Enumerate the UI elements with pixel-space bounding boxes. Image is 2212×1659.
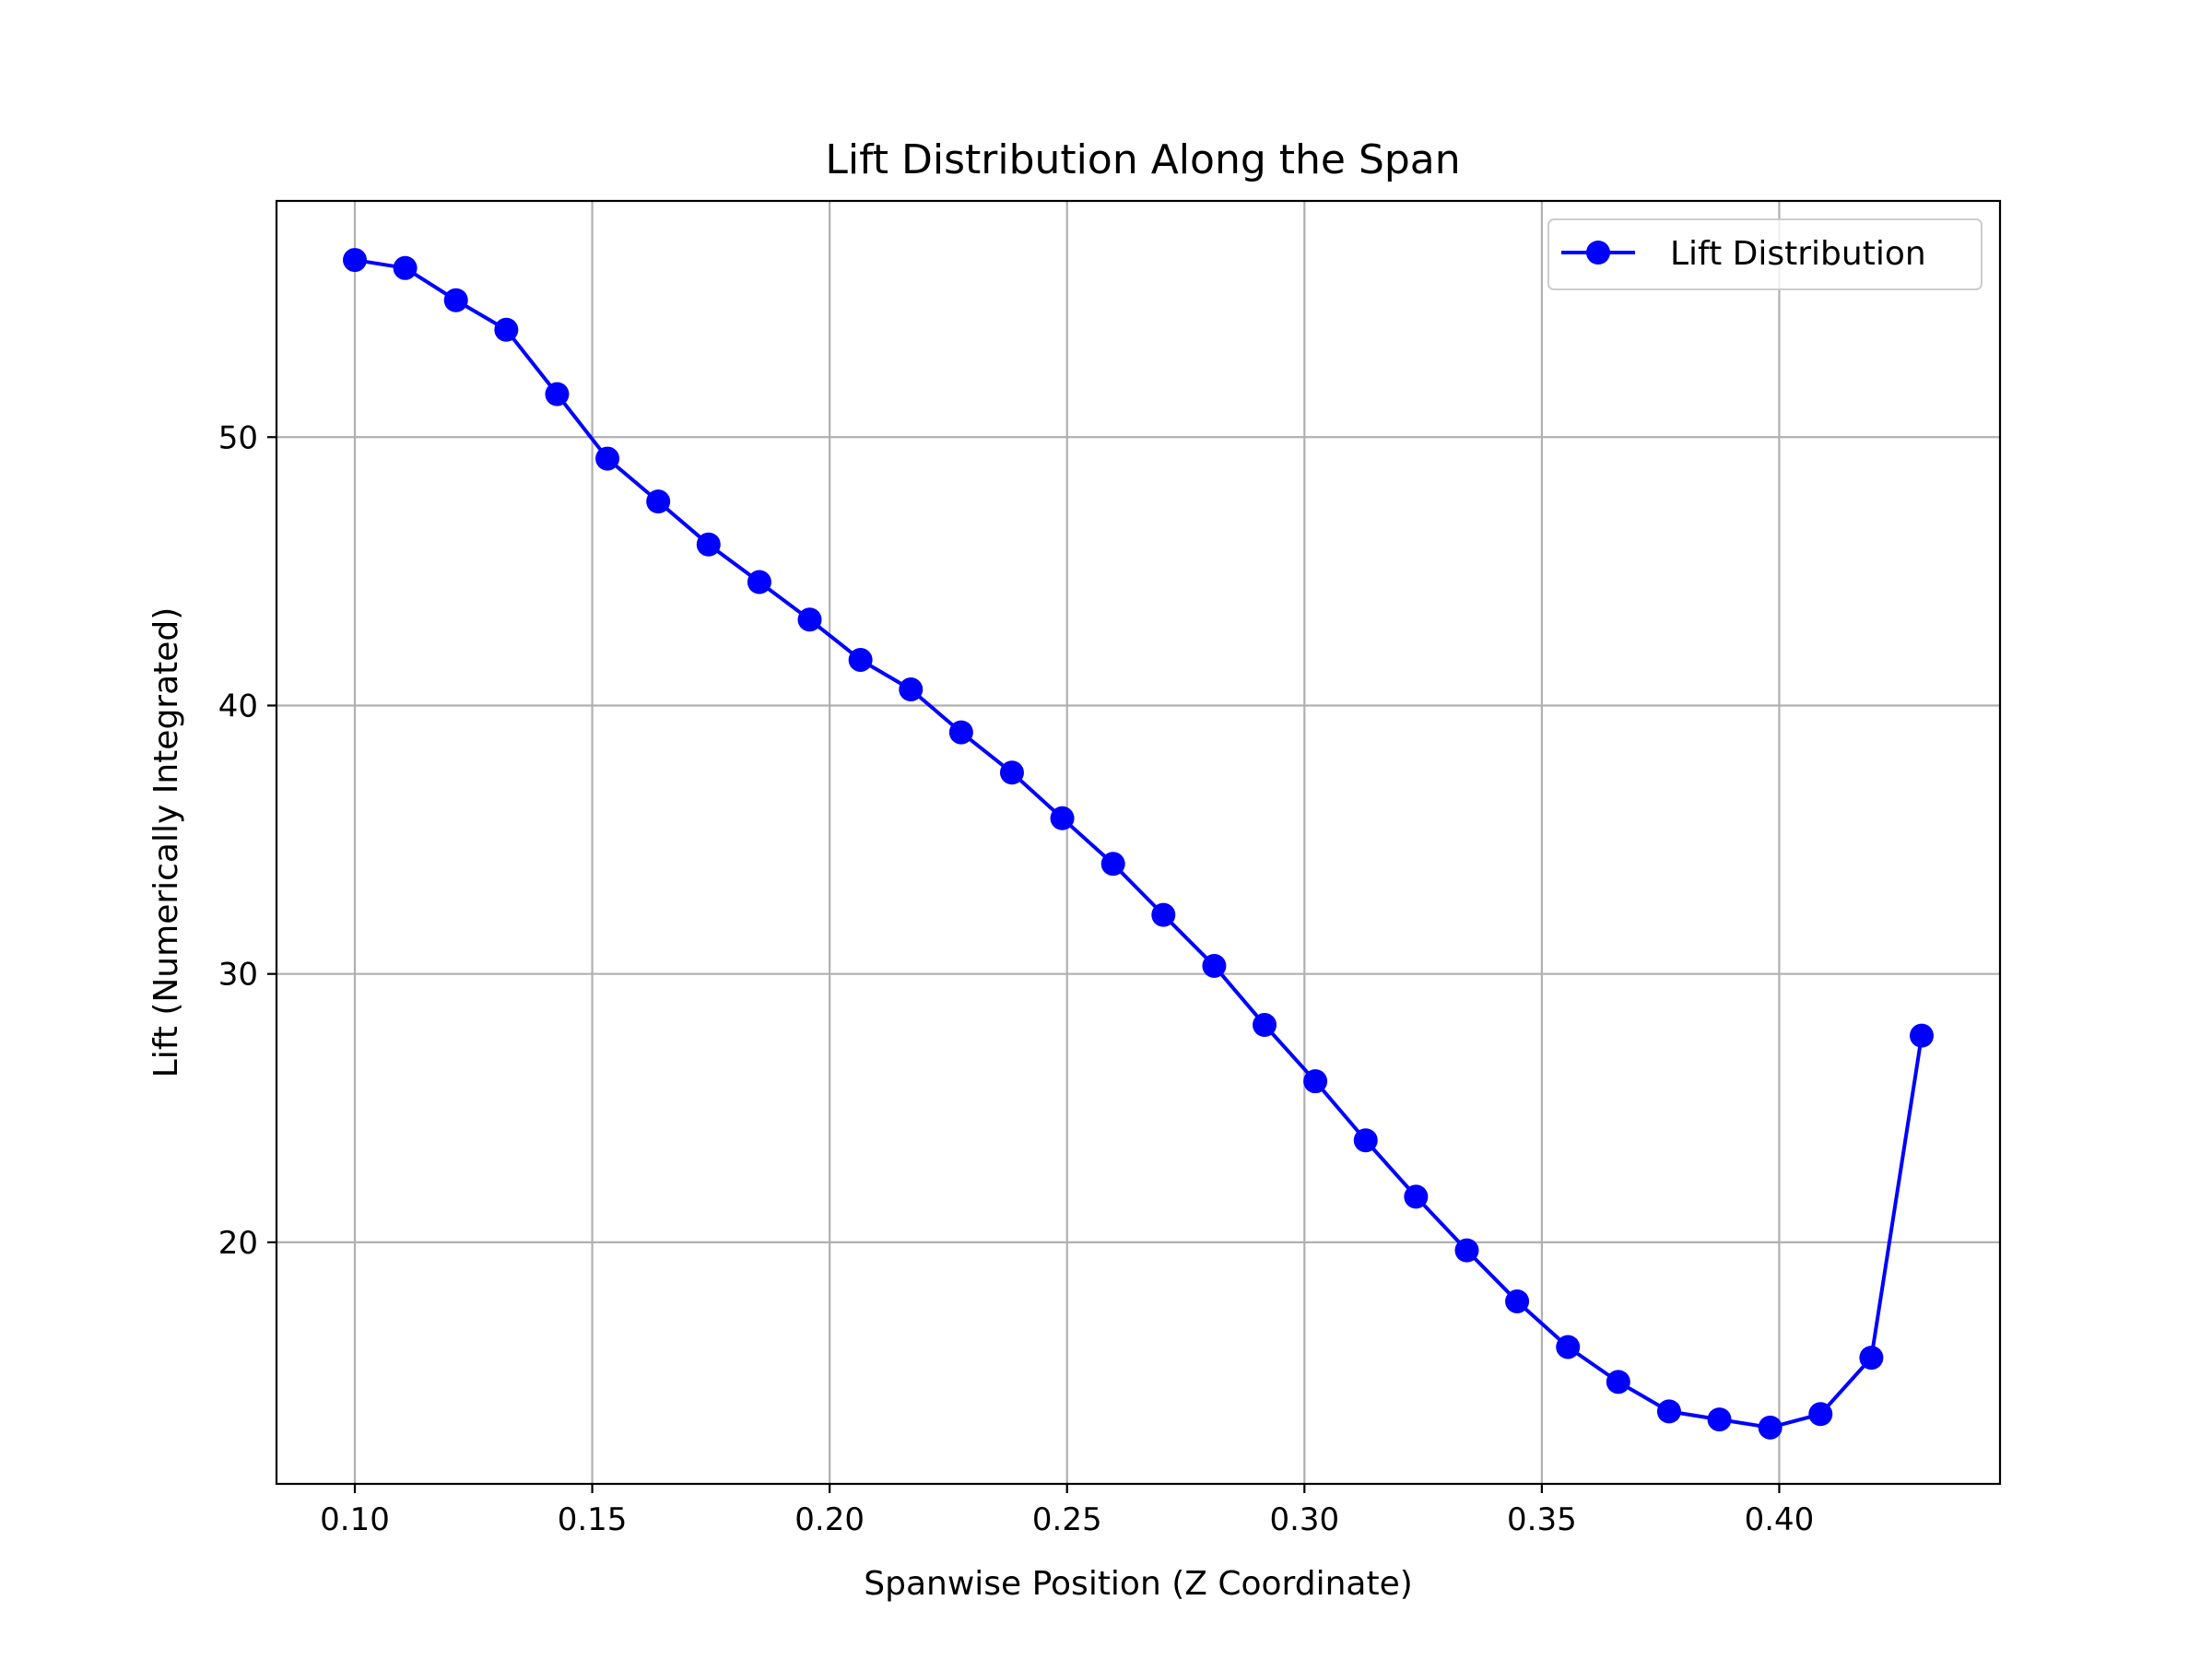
x-tick-label: 0.30 — [1269, 1501, 1339, 1538]
x-tick-label: 0.25 — [1032, 1501, 1102, 1538]
series-lift-distribution — [343, 248, 1934, 1440]
data-point — [443, 288, 468, 312]
data-point — [1353, 1128, 1378, 1153]
x-tick-label: 0.35 — [1507, 1501, 1577, 1538]
data-point — [1253, 1013, 1277, 1038]
data-point — [1050, 806, 1075, 830]
x-tick-label: 0.15 — [558, 1501, 628, 1538]
y-tick-label: 20 — [218, 1225, 258, 1262]
data-point — [948, 720, 973, 745]
x-tick-label: 0.20 — [794, 1501, 865, 1538]
data-point — [1606, 1370, 1630, 1394]
data-point — [1303, 1069, 1328, 1094]
data-point — [999, 760, 1024, 785]
chart-title: Lift Distribution Along the Span — [825, 136, 1460, 183]
data-point — [1758, 1415, 1783, 1440]
x-axis-label: Spanwise Position (Z Coordinate) — [864, 1565, 1413, 1603]
data-point — [1151, 902, 1176, 927]
data-point — [1454, 1238, 1479, 1263]
data-point — [343, 248, 367, 273]
data-point — [393, 255, 418, 280]
data-point — [1505, 1288, 1530, 1313]
data-point — [1556, 1335, 1581, 1359]
axis-ticks: 0.10 0.15 0.20 0.25 0.30 0.35 0.40 20 30 40 50 — [218, 419, 1815, 1538]
data-point — [797, 607, 822, 632]
data-point — [1202, 953, 1227, 978]
data-point — [696, 532, 721, 557]
y-tick-label: 40 — [218, 688, 258, 724]
data-point — [545, 382, 570, 406]
data-point — [1910, 1023, 1934, 1048]
data-point — [494, 317, 519, 342]
x-tick-label: 0.40 — [1745, 1501, 1815, 1538]
data-point — [848, 647, 873, 672]
x-tick-label: 0.10 — [320, 1501, 390, 1538]
data-point — [1707, 1407, 1732, 1432]
data-point — [595, 446, 620, 471]
data-point — [899, 677, 924, 702]
legend-label: Lift Distribution — [1670, 235, 1926, 273]
legend-box — [1547, 218, 1983, 290]
y-tick-label: 50 — [218, 419, 258, 456]
legend: Lift Distribution — [1547, 218, 1983, 290]
legend-marker — [1586, 241, 1610, 265]
data-point — [1656, 1399, 1681, 1424]
data-point — [1859, 1346, 1884, 1371]
data-point — [1100, 852, 1125, 877]
grid — [276, 201, 2000, 1484]
data-point — [646, 489, 671, 514]
y-axis-label: Lift (Numerically Integrated) — [147, 607, 185, 1078]
data-point — [1404, 1184, 1429, 1209]
data-point — [1808, 1402, 1833, 1427]
plot-frame — [275, 199, 2002, 1486]
y-tick-label: 30 — [218, 957, 258, 994]
data-point — [747, 570, 771, 594]
